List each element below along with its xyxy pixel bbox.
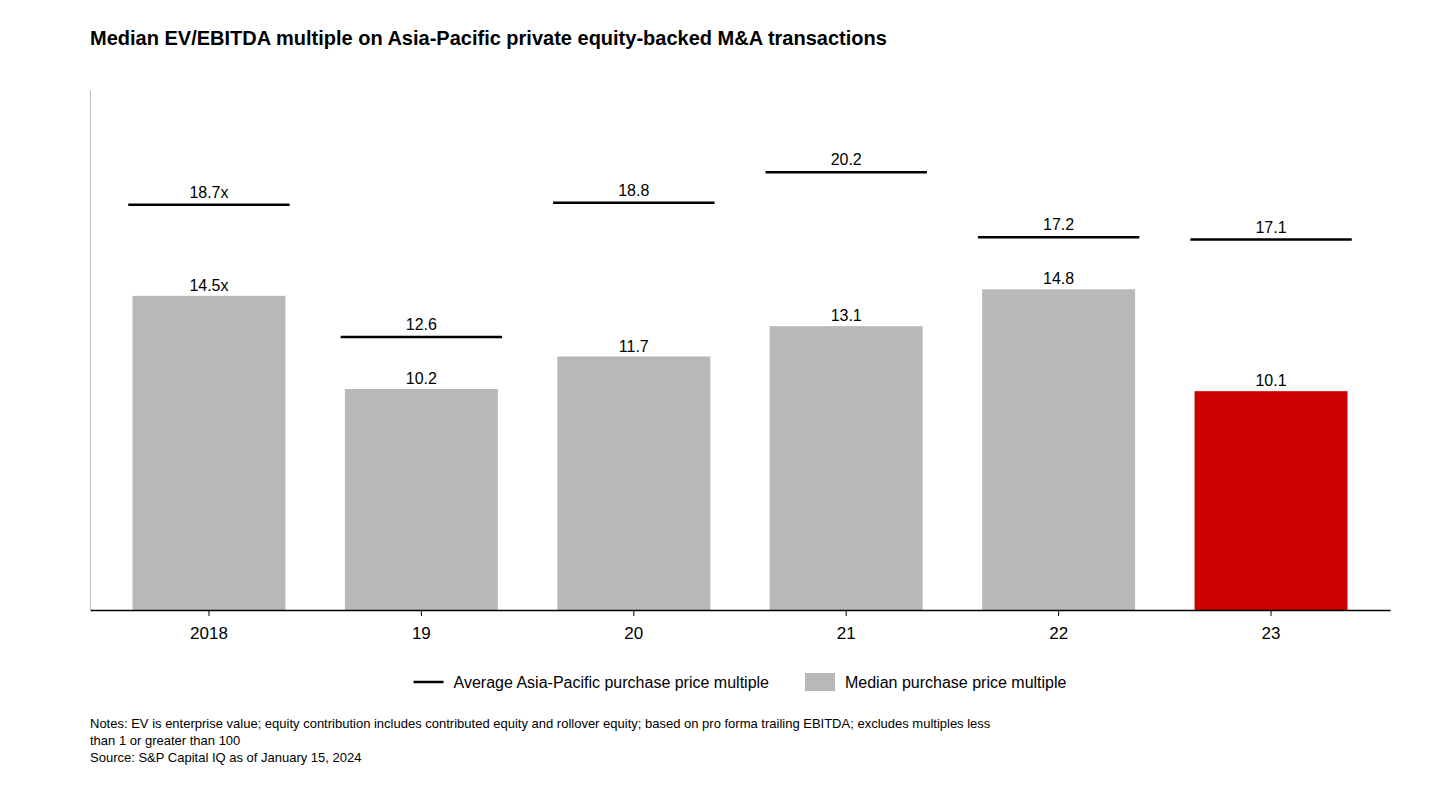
y-axis <box>90 91 91 611</box>
legend-swatch <box>414 681 444 684</box>
legend-label: Average Asia-Pacific purchase price mult… <box>454 674 770 691</box>
note: Notes: EV is enterprise value; equity co… <box>90 716 991 765</box>
x-tick-label: 21 <box>837 624 856 643</box>
average-line <box>553 201 714 204</box>
x-tick-label: 19 <box>412 624 431 643</box>
average-line <box>1190 238 1351 241</box>
bar <box>770 326 923 610</box>
note-line: Source: S&P Capital IQ as of January 15,… <box>90 750 361 765</box>
data-label: 14.8 <box>1043 270 1074 287</box>
data-label: 17.1 <box>1255 219 1286 236</box>
bar <box>557 357 710 611</box>
x-tick: 21 <box>837 610 856 643</box>
bar <box>132 296 285 610</box>
data-label: 17.2 <box>1043 216 1074 233</box>
legend-label: Median purchase price multiple <box>845 674 1067 691</box>
data-label: 13.1 <box>831 307 862 324</box>
x-tick-mark <box>1271 610 1272 616</box>
legend-item: Median purchase price multiple <box>805 673 1067 691</box>
data-labels: 18.7x 12.6 18.8 20.2 17.2 17.1 14.5x 10.2 11.7 13… <box>189 151 1286 389</box>
bar <box>982 289 1135 610</box>
x-tick-mark <box>1058 610 1059 616</box>
x-tick-label: 22 <box>1049 624 1068 643</box>
note-line: Notes: EV is enterprise value; equity co… <box>90 716 991 731</box>
bar <box>345 389 498 610</box>
data-label: 18.7x <box>189 184 228 201</box>
data-label: 14.5x <box>189 277 228 294</box>
note-line: than 1 or greater than 100 <box>90 733 240 748</box>
x-tick: 20 <box>624 610 643 643</box>
data-label: 11.7 <box>619 338 649 355</box>
data-label: 12.6 <box>406 316 437 333</box>
x-tick-label: 20 <box>624 624 643 643</box>
average-line <box>128 204 289 207</box>
x-axis: 2018 19 20 21 22 23 <box>91 610 1391 643</box>
x-tick: 22 <box>1049 610 1068 643</box>
x-tick: 19 <box>412 610 431 643</box>
plot: 18.7x 12.6 18.8 20.2 17.2 17.1 14.5x 10.2 11.7 13… <box>91 91 1391 644</box>
x-tick-mark <box>208 610 209 616</box>
legend-item: Average Asia-Pacific purchase price mult… <box>414 674 770 691</box>
x-tick-mark <box>633 610 634 616</box>
average-line <box>341 336 502 339</box>
average-line <box>978 236 1139 239</box>
data-label: 18.8 <box>618 182 649 199</box>
data-label: 10.2 <box>406 370 437 387</box>
bar <box>1195 391 1348 610</box>
average-line <box>765 171 926 174</box>
legend-swatch <box>805 673 835 691</box>
chart: Median EV/EBITDA multiple on Asia-Pacifi… <box>0 0 1440 810</box>
title: Median EV/EBITDA multiple on Asia-Pacifi… <box>90 27 887 49</box>
x-tick-label: 23 <box>1262 624 1281 643</box>
x-tick: 2018 <box>190 610 228 643</box>
x-tick-label: 2018 <box>190 624 228 643</box>
x-axis-line <box>91 610 1391 612</box>
legend: Average Asia-Pacific purchase price mult… <box>414 673 1067 691</box>
marks <box>128 172 1352 610</box>
y-axis-line <box>90 91 91 611</box>
data-label: 20.2 <box>831 151 862 168</box>
x-tick-mark <box>421 610 422 616</box>
x-tick: 23 <box>1262 610 1281 643</box>
data-label: 10.1 <box>1255 372 1286 389</box>
x-tick-mark <box>846 610 847 616</box>
